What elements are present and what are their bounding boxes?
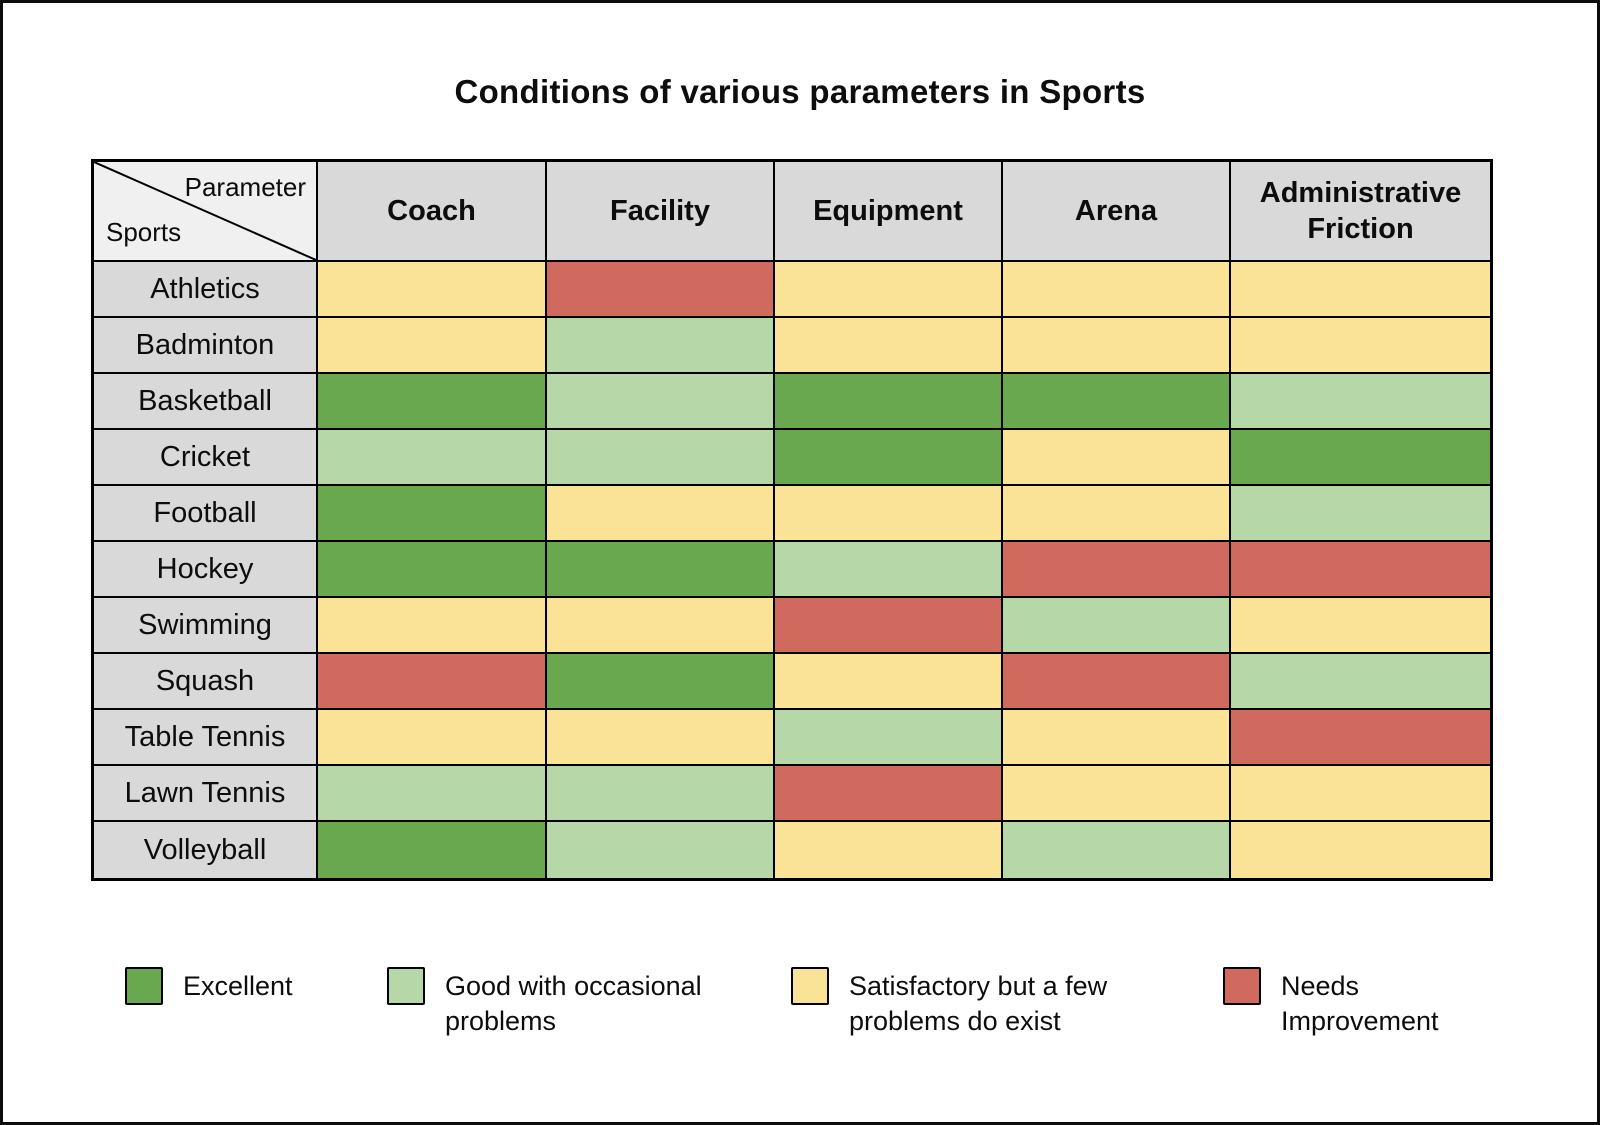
heatmap-cell bbox=[547, 262, 775, 318]
heatmap-cell bbox=[318, 822, 547, 878]
legend-swatch bbox=[387, 967, 425, 1005]
heatmap-cell bbox=[1231, 262, 1490, 318]
conditions-table: Parameter Sports Coach Facility Equipment A… bbox=[91, 159, 1493, 881]
row-label: Table Tennis bbox=[94, 710, 318, 766]
heatmap-cell bbox=[775, 654, 1003, 710]
heatmap-cell bbox=[547, 710, 775, 766]
corner-sports-label: Sports bbox=[106, 217, 182, 247]
legend-label: Needs Improvement bbox=[1281, 971, 1439, 1037]
heatmap-cell bbox=[775, 318, 1003, 374]
legend: Excellent Good with occasional problems Sa… bbox=[3, 967, 1597, 1039]
heatmap-cell bbox=[775, 374, 1003, 430]
legend-swatch bbox=[125, 967, 163, 1005]
heatmap-cell bbox=[1003, 486, 1231, 542]
heatmap-cell bbox=[1231, 318, 1490, 374]
heatmap-cell bbox=[318, 654, 547, 710]
heatmap-cell bbox=[547, 430, 775, 486]
corner-parameter-label: Parameter bbox=[184, 172, 306, 202]
heatmap-cell bbox=[1003, 318, 1231, 374]
heatmap-cell bbox=[1003, 822, 1231, 878]
heatmap-cell bbox=[318, 766, 547, 822]
page-title: Conditions of various parameters in Spor… bbox=[454, 73, 1146, 110]
heatmap-cell bbox=[1003, 430, 1231, 486]
heatmap-cell bbox=[775, 822, 1003, 878]
heatmap-cell bbox=[1003, 542, 1231, 598]
column-header: Facility bbox=[547, 162, 775, 262]
heatmap-cell bbox=[775, 766, 1003, 822]
row-label: Football bbox=[94, 486, 318, 542]
heatmap-cell bbox=[775, 542, 1003, 598]
heatmap-cell bbox=[1231, 542, 1490, 598]
heatmap-cell bbox=[547, 318, 775, 374]
heatmap-cell bbox=[1003, 262, 1231, 318]
legend-label: Good with occasional problems bbox=[445, 971, 702, 1037]
heatmap-cell bbox=[318, 486, 547, 542]
legend-swatch bbox=[1223, 967, 1261, 1005]
heatmap-cell bbox=[547, 654, 775, 710]
heatmap-cell bbox=[547, 486, 775, 542]
heatmap-cell bbox=[547, 542, 775, 598]
heatmap-cell bbox=[1003, 374, 1231, 430]
legend-item: Needs Improvement bbox=[1223, 967, 1441, 1039]
heatmap-cell bbox=[1231, 486, 1490, 542]
column-header: Coach bbox=[318, 162, 547, 262]
row-label: Hockey bbox=[94, 542, 318, 598]
heatmap-cell bbox=[318, 710, 547, 766]
legend-item: Excellent bbox=[125, 967, 387, 1005]
heatmap-cell bbox=[1003, 766, 1231, 822]
heatmap-cell bbox=[318, 430, 547, 486]
column-header: Administrative Friction bbox=[1231, 162, 1490, 262]
heatmap-cell bbox=[775, 710, 1003, 766]
heatmap-cell bbox=[1231, 374, 1490, 430]
heatmap-cell bbox=[1231, 654, 1490, 710]
legend-item: Satisfactory but a few problems do exist bbox=[791, 967, 1223, 1039]
heatmap-cell bbox=[547, 374, 775, 430]
heatmap-cell bbox=[1003, 710, 1231, 766]
heatmap-cell bbox=[547, 598, 775, 654]
heatmap-cell bbox=[775, 262, 1003, 318]
heatmap-cell bbox=[1231, 598, 1490, 654]
row-label: Volleyball bbox=[94, 822, 318, 878]
row-label: Lawn Tennis bbox=[94, 766, 318, 822]
corner-diagonal-line bbox=[94, 162, 316, 260]
row-label: Squash bbox=[94, 654, 318, 710]
heatmap-cell bbox=[775, 486, 1003, 542]
heatmap-cell bbox=[547, 766, 775, 822]
heatmap-cell bbox=[318, 318, 547, 374]
heatmap-cell bbox=[1231, 430, 1490, 486]
heatmap-cell bbox=[1231, 822, 1490, 878]
heatmap-cell bbox=[318, 542, 547, 598]
heatmap-cell bbox=[318, 598, 547, 654]
legend-item: Good with occasional problems bbox=[387, 967, 791, 1039]
legend-swatch bbox=[791, 967, 829, 1005]
row-label: Basketball bbox=[94, 374, 318, 430]
legend-label: Satisfactory but a few problems do exist bbox=[849, 971, 1108, 1037]
column-header: Equipment bbox=[775, 162, 1003, 262]
heatmap-cell bbox=[775, 598, 1003, 654]
legend-label: Excellent bbox=[183, 971, 293, 1001]
row-label: Athletics bbox=[94, 262, 318, 318]
corner-cell: Parameter Sports bbox=[94, 162, 318, 262]
heatmap-cell bbox=[1231, 766, 1490, 822]
heatmap-cell bbox=[547, 822, 775, 878]
heatmap-cell bbox=[1003, 654, 1231, 710]
column-header: Arena bbox=[1003, 162, 1231, 262]
row-label: Badminton bbox=[94, 318, 318, 374]
heatmap-cell bbox=[318, 262, 547, 318]
row-label: Swimming bbox=[94, 598, 318, 654]
heatmap-cell bbox=[775, 430, 1003, 486]
heatmap-cell bbox=[1003, 598, 1231, 654]
heatmap-cell bbox=[1231, 710, 1490, 766]
row-label: Cricket bbox=[94, 430, 318, 486]
heatmap-cell bbox=[318, 374, 547, 430]
